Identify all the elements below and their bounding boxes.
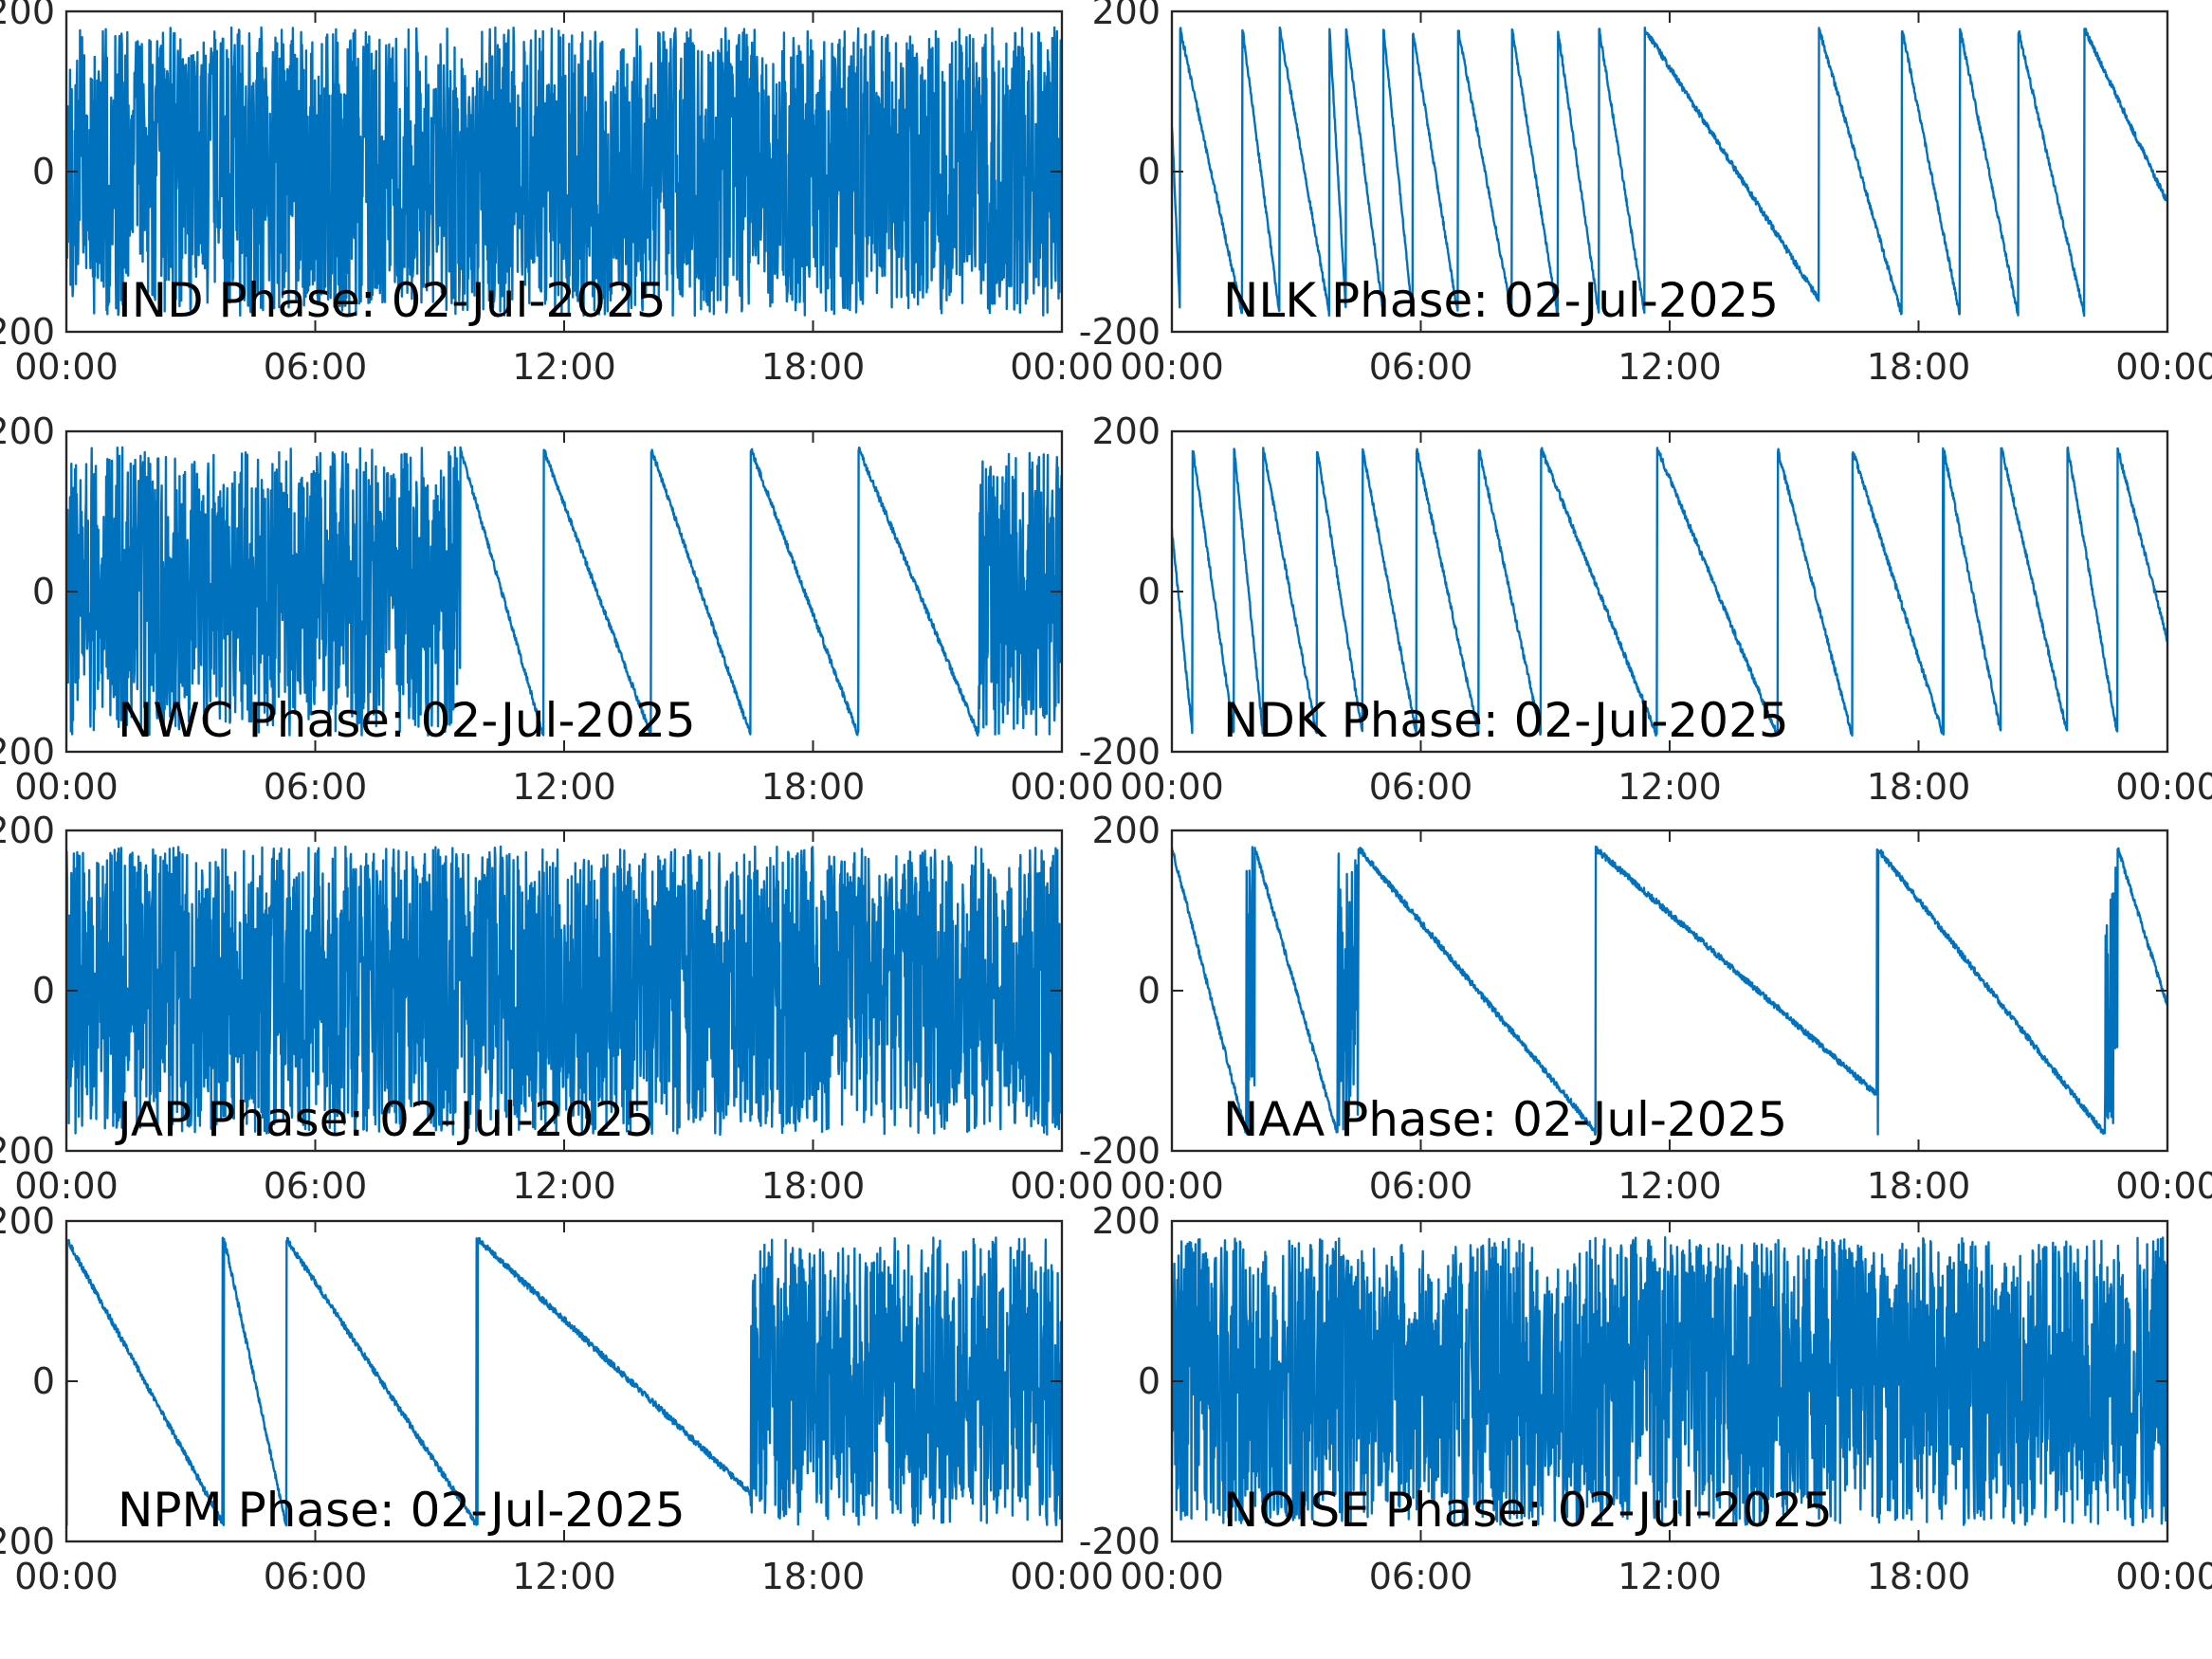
y-tick-label: -200	[0, 1521, 55, 1562]
x-tick-label: 00:00	[14, 346, 119, 388]
y-tick-label: 0	[1138, 151, 1161, 192]
y-tick-label: 200	[1091, 810, 1161, 851]
y-tick-label: -200	[1079, 311, 1161, 353]
x-tick-label: 00:00	[14, 1556, 119, 1597]
phase-series-line	[66, 26, 1062, 318]
x-tick-label: 00:00	[1120, 1556, 1224, 1597]
x-tick-label: 00:00	[2115, 766, 2212, 808]
x-tick-label: 06:00	[1369, 1556, 1473, 1597]
x-tick-label: 12:00	[1618, 766, 1722, 808]
x-tick-label: 06:00	[264, 766, 368, 808]
x-tick-label: 06:00	[264, 346, 368, 388]
x-tick-label: 00:00	[1010, 1556, 1114, 1597]
x-tick-label: 12:00	[1618, 1556, 1722, 1597]
x-tick-label: 18:00	[1867, 1165, 1971, 1207]
y-tick-label: -200	[0, 311, 55, 353]
phase-series-line	[1172, 446, 2167, 737]
panel-title: IND Phase: 02-Jul-2025	[118, 273, 667, 328]
y-tick-label: -200	[0, 731, 55, 773]
x-tick-label: 18:00	[1867, 766, 1971, 808]
phase-series-line	[1172, 845, 2167, 1137]
x-tick-label: 12:00	[512, 1556, 616, 1597]
panel-title: JAP Phase: 02-Jul-2025	[115, 1092, 654, 1147]
x-tick-label: 06:00	[1369, 346, 1473, 388]
x-tick-label: 00:00	[1010, 346, 1114, 388]
x-tick-label: 18:00	[761, 346, 866, 388]
y-tick-label: 200	[0, 810, 55, 851]
x-tick-label: 00:00	[14, 766, 119, 808]
panel-title: NAA Phase: 02-Jul-2025	[1223, 1092, 1787, 1147]
x-tick-label: 12:00	[1618, 1165, 1722, 1207]
panel-title: NLK Phase: 02-Jul-2025	[1223, 273, 1779, 328]
x-tick-label: 18:00	[761, 1165, 866, 1207]
x-tick-label: 00:00	[2115, 1556, 2212, 1597]
phase-series-line	[66, 446, 1062, 737]
y-tick-label: 0	[1138, 1360, 1161, 1402]
y-tick-label: -200	[1079, 1521, 1161, 1562]
x-tick-label: 00:00	[1010, 1165, 1114, 1207]
x-tick-label: 06:00	[264, 1165, 368, 1207]
y-tick-label: -200	[0, 1130, 55, 1172]
y-tick-label: 0	[32, 151, 55, 192]
x-tick-label: 12:00	[512, 1165, 616, 1207]
y-tick-label: 200	[0, 1200, 55, 1242]
x-tick-label: 00:00	[14, 1165, 119, 1207]
x-tick-label: 18:00	[761, 1556, 866, 1597]
x-tick-label: 12:00	[1618, 346, 1722, 388]
x-tick-label: 00:00	[1120, 1165, 1224, 1207]
y-tick-label: 0	[32, 970, 55, 1012]
y-tick-label: -200	[1079, 731, 1161, 773]
x-tick-label: 00:00	[1010, 766, 1114, 808]
x-tick-label: 06:00	[1369, 1165, 1473, 1207]
y-tick-label: 200	[1091, 0, 1161, 32]
panel-title: NOISE Phase: 02-Jul-2025	[1223, 1483, 1833, 1538]
panel-title: NPM Phase: 02-Jul-2025	[118, 1483, 686, 1538]
x-tick-label: 00:00	[1120, 766, 1224, 808]
y-tick-label: 200	[1091, 1200, 1161, 1242]
panel-title: NWC Phase: 02-Jul-2025	[118, 693, 696, 748]
y-tick-label: 0	[32, 1360, 55, 1402]
phase-series-line	[1172, 1236, 2167, 1527]
panel-title: NDK Phase: 02-Jul-2025	[1223, 693, 1789, 748]
phase-series-line	[1172, 26, 2167, 318]
x-tick-label: 18:00	[1867, 1556, 1971, 1597]
x-tick-label: 06:00	[1369, 766, 1473, 808]
y-tick-label: 200	[1091, 410, 1161, 452]
x-tick-label: 00:00	[2115, 1165, 2212, 1207]
x-tick-label: 12:00	[512, 766, 616, 808]
y-tick-label: 200	[0, 0, 55, 32]
phase-series-line	[66, 845, 1062, 1137]
x-tick-label: 18:00	[1867, 346, 1971, 388]
x-tick-label: 18:00	[761, 766, 866, 808]
x-tick-label: 00:00	[2115, 346, 2212, 388]
y-tick-label: 0	[1138, 970, 1161, 1012]
x-tick-label: 00:00	[1120, 346, 1224, 388]
x-tick-label: 06:00	[264, 1556, 368, 1597]
phase-series-line	[66, 1236, 1062, 1527]
y-tick-label: 0	[32, 571, 55, 612]
y-tick-label: -200	[1079, 1130, 1161, 1172]
x-tick-label: 12:00	[512, 346, 616, 388]
y-tick-label: 0	[1138, 571, 1161, 612]
y-tick-label: 200	[0, 410, 55, 452]
